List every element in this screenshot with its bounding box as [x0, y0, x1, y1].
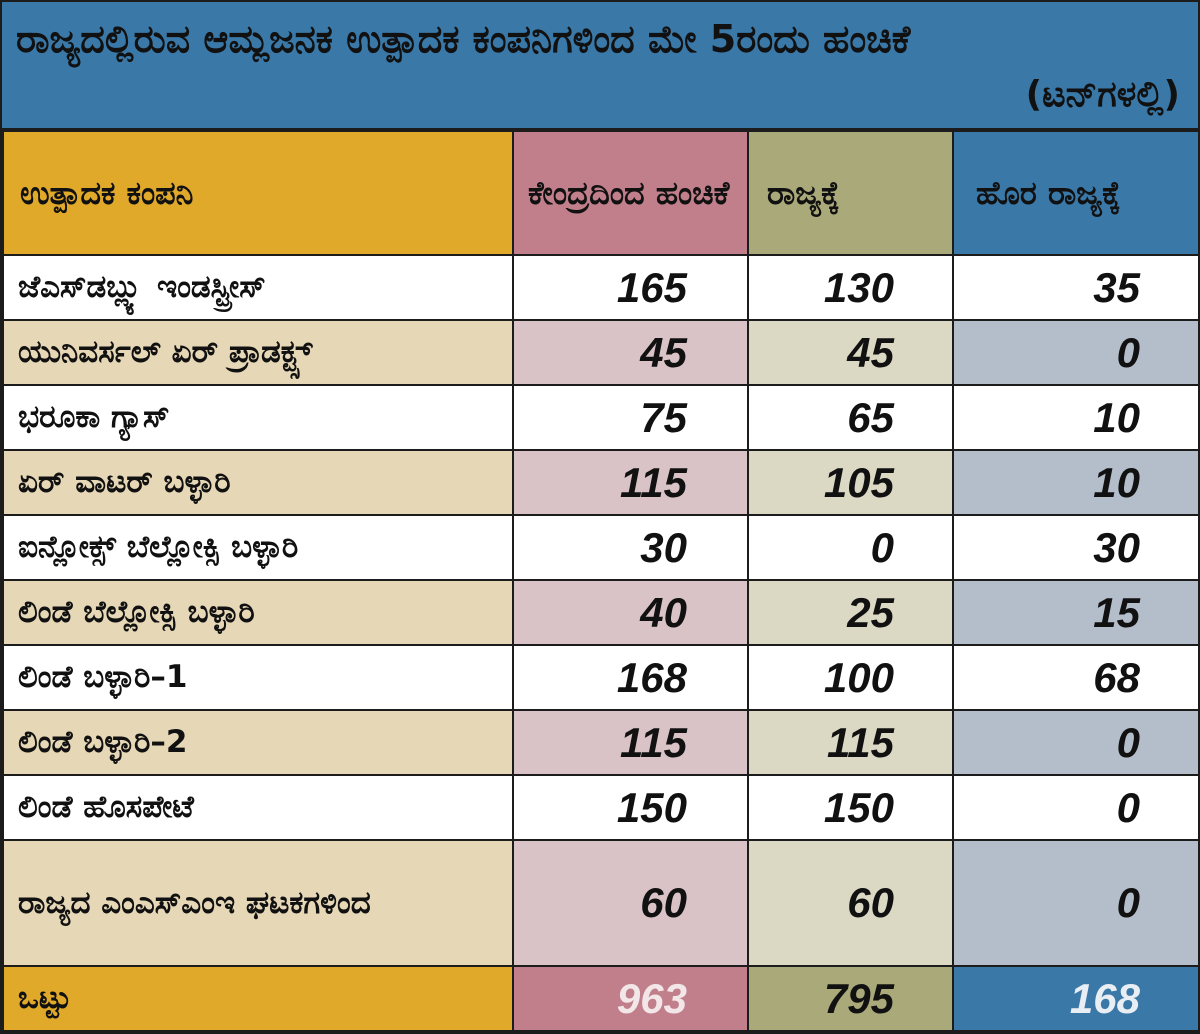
header-company: ಉತ್ಪಾದಕ ಕಂಪನಿ	[2, 130, 514, 256]
to-other-states-cell: 30	[952, 514, 1200, 581]
header-row: ಉತ್ಪಾದಕ ಕಂಪನಿ ಕೇಂದ್ರದಿಂದ ಹಂಚಿಕೆ ರಾಜ್ಯಕ್ಕ…	[2, 130, 1200, 256]
to-state-cell: 115	[747, 709, 954, 776]
centre-allocation-cell: 115	[512, 709, 749, 776]
table-row: ಲಿಂಡೆ ಹೊಸಪೇಟೆ 150 150 0	[2, 774, 1200, 841]
company-name-cell: ಐನ್ಲೋಕ್ಸ್ ಬೆಲ್ಲೋಕ್ಸಿ ಬಳ್ಳಾರಿ	[2, 514, 514, 581]
table-row: ಲಿಂಡೆ ಬಳ್ಳಾರಿ–1 168 100 68	[2, 644, 1200, 711]
total-to-other-states: 168	[952, 965, 1200, 1032]
to-other-states-cell: 0	[952, 709, 1200, 776]
centre-allocation-cell: 60	[512, 839, 749, 967]
company-name-cell: ಲಿಂಡೆ ಬೆಲ್ಲೋಕ್ಸಿ ಬಳ್ಳಾರಿ	[2, 579, 514, 646]
table-row: ಜೆಎಸ್‌ಡಬ್ಲ್ಯು ಇಂಡಸ್ಟ್ರೀಸ್ 165 130 35	[2, 254, 1200, 321]
table-row: ಯುನಿವರ್ಸಲ್ ಏರ್ ಪ್ರಾಡಕ್ಟ್ಸ್ 45 45 0	[2, 319, 1200, 386]
header-to-state: ರಾಜ್ಯಕ್ಕೆ	[747, 130, 954, 256]
company-name-cell: ಲಿಂಡೆ ಬಳ್ಳಾರಿ–1	[2, 644, 514, 711]
to-other-states-cell: 0	[952, 774, 1200, 841]
table-row: ಭರೂಕಾ ಗ್ಯಾಸ್ 75 65 10	[2, 384, 1200, 451]
header-centre-allocation: ಕೇಂದ್ರದಿಂದ ಹಂಚಿಕೆ	[512, 130, 749, 256]
to-state-cell: 65	[747, 384, 954, 451]
centre-allocation-cell: 30	[512, 514, 749, 581]
chart-title: ರಾಜ್ಯದಲ್ಲಿರುವ ಆಮ್ಲಜನಕ ಉತ್ಪಾದಕ ಕಂಪನಿಗಳಿಂದ…	[16, 17, 911, 61]
chart-unit: (ಟನ್‌ಗಳಲ್ಲಿ)	[1025, 74, 1180, 115]
centre-allocation-cell: 150	[512, 774, 749, 841]
centre-allocation-cell: 168	[512, 644, 749, 711]
to-state-cell: 100	[747, 644, 954, 711]
table-row: ಲಿಂಡೆ ಬೆಲ್ಲೋಕ್ಸಿ ಬಳ್ಳಾರಿ 40 25 15	[2, 579, 1200, 646]
header-to-other-states: ಹೊರ ರಾಜ್ಯಕ್ಕೆ	[952, 130, 1200, 256]
total-centre-allocation: 963	[512, 965, 749, 1032]
company-name-cell: ಜೆಎಸ್‌ಡಬ್ಲ್ಯು ಇಂಡಸ್ಟ್ರೀಸ್	[2, 254, 514, 321]
total-row: ಒಟ್ಟು 963 795 168	[2, 965, 1200, 1032]
to-state-cell: 105	[747, 449, 954, 516]
to-state-cell: 25	[747, 579, 954, 646]
table-row: ಲಿಂಡೆ ಬಳ್ಳಾರಿ–2 115 115 0	[2, 709, 1200, 776]
to-state-cell: 0	[747, 514, 954, 581]
table-row: ಏರ್ ವಾಟರ್ ಬಳ್ಳಾರಿ 115 105 10	[2, 449, 1200, 516]
to-other-states-cell: 15	[952, 579, 1200, 646]
company-name-cell: ಲಿಂಡೆ ಬಳ್ಳಾರಿ–2	[2, 709, 514, 776]
title-band: ರಾಜ್ಯದಲ್ಲಿರುವ ಆಮ್ಲಜನಕ ಉತ್ಪಾದಕ ಕಂಪನಿಗಳಿಂದ…	[2, 2, 1198, 130]
table-row: ಐನ್ಲೋಕ್ಸ್ ಬೆಲ್ಲೋಕ್ಸಿ ಬಳ್ಳಾರಿ 30 0 30	[2, 514, 1200, 581]
company-name-cell: ಭರೂಕಾ ಗ್ಯಾಸ್	[2, 384, 514, 451]
total-label: ಒಟ್ಟು	[2, 965, 514, 1032]
to-other-states-cell: 0	[952, 319, 1200, 386]
centre-allocation-cell: 40	[512, 579, 749, 646]
to-other-states-cell: 68	[952, 644, 1200, 711]
company-name-cell: ಏರ್ ವಾಟರ್ ಬಳ್ಳಾರಿ	[2, 449, 514, 516]
to-other-states-cell: 10	[952, 449, 1200, 516]
to-state-cell: 45	[747, 319, 954, 386]
to-state-cell: 60	[747, 839, 954, 967]
to-other-states-cell: 0	[952, 839, 1200, 967]
to-state-cell: 130	[747, 254, 954, 321]
company-name-cell: ಲಿಂಡೆ ಹೊಸಪೇಟೆ	[2, 774, 514, 841]
company-name-cell: ಯುನಿವರ್ಸಲ್ ಏರ್ ಪ್ರಾಡಕ್ಟ್ಸ್	[2, 319, 514, 386]
to-other-states-cell: 35	[952, 254, 1200, 321]
to-state-cell: 150	[747, 774, 954, 841]
allocation-table: ಉತ್ಪಾದಕ ಕಂಪನಿ ಕೇಂದ್ರದಿಂದ ಹಂಚಿಕೆ ರಾಜ್ಯಕ್ಕ…	[2, 130, 1200, 1032]
total-to-state: 795	[747, 965, 954, 1032]
table-row: ರಾಜ್ಯದ ಎಂಎಸ್‌ಎಂಇ ಘಟಕಗಳಿಂದ 60 60 0	[2, 839, 1200, 967]
centre-allocation-cell: 115	[512, 449, 749, 516]
centre-allocation-cell: 45	[512, 319, 749, 386]
centre-allocation-cell: 75	[512, 384, 749, 451]
table-body: ಜೆಎಸ್‌ಡಬ್ಲ್ಯು ಇಂಡಸ್ಟ್ರೀಸ್ 165 130 35 ಯುನಿವರ್…	[2, 254, 1200, 1032]
company-name-cell: ರಾಜ್ಯದ ಎಂಎಸ್‌ಎಂಇ ಘಟಕಗಳಿಂದ	[2, 839, 514, 967]
centre-allocation-cell: 165	[512, 254, 749, 321]
to-other-states-cell: 10	[952, 384, 1200, 451]
